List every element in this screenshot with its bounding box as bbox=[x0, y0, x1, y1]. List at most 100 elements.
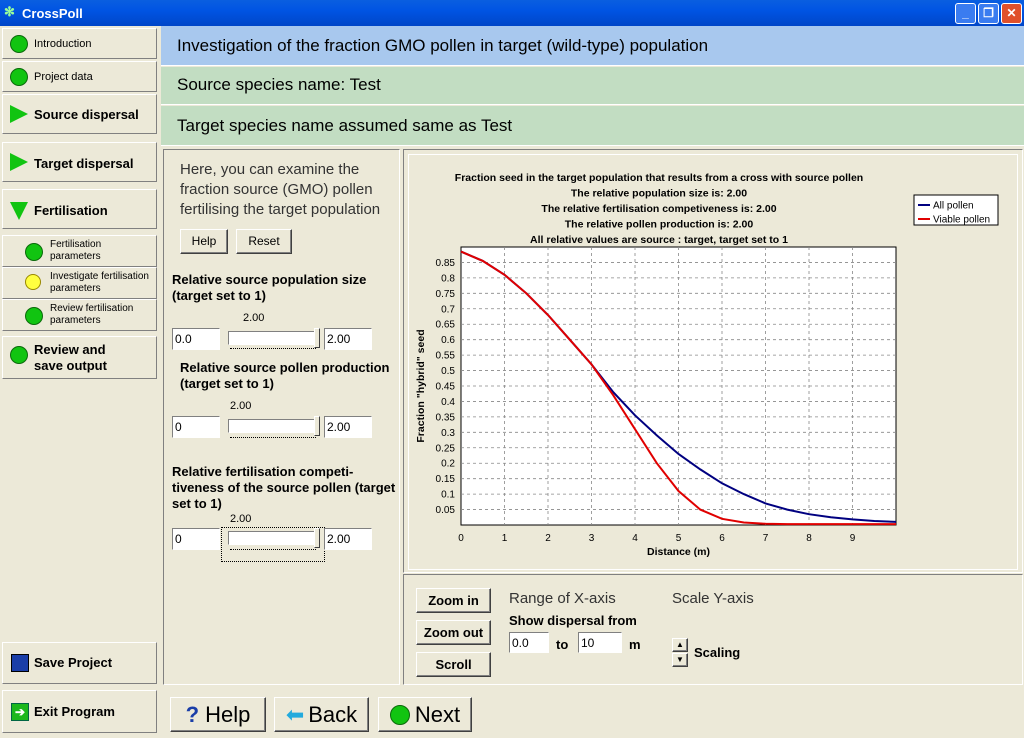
y-tick-label: 0.55 bbox=[436, 351, 456, 362]
pollen-production-label: Relative source pollen production (targe… bbox=[180, 360, 390, 391]
save-project-button[interactable]: Save Project bbox=[2, 642, 157, 684]
population-size-output[interactable]: 2.00 bbox=[324, 328, 372, 350]
reset-button[interactable]: Reset bbox=[236, 229, 292, 254]
population-size-slider[interactable] bbox=[228, 331, 320, 345]
exit-door-icon: ➔ bbox=[11, 703, 29, 721]
y-tick-label: 0.8 bbox=[441, 273, 455, 284]
zoom-out-button[interactable]: Zoom out bbox=[416, 620, 491, 645]
sidebar-item-fertilisation[interactable]: Fertilisation bbox=[2, 189, 157, 229]
x-tick-label: 3 bbox=[589, 533, 595, 544]
intro-text: Here, you can examine the fraction sourc… bbox=[180, 161, 381, 218]
sidebar: Introduction Project data Source dispers… bbox=[0, 26, 161, 738]
sidebar-item-project-data[interactable]: Project data bbox=[2, 61, 157, 92]
go-circle-icon bbox=[389, 705, 410, 725]
scale-down-button[interactable]: ▼ bbox=[672, 653, 688, 667]
scale-up-button[interactable]: ▲ bbox=[672, 638, 688, 652]
competitiveness-slider-thumb[interactable] bbox=[314, 528, 320, 548]
y-tick-label: 0.65 bbox=[436, 320, 456, 331]
show-dispersal-label: Show dispersal from bbox=[509, 613, 637, 628]
exit-program-button[interactable]: ➔ Exit Program bbox=[2, 690, 157, 733]
zoom-in-button[interactable]: Zoom in bbox=[416, 588, 491, 613]
pollen-production-output[interactable]: 2.00 bbox=[324, 416, 372, 438]
unit-label: m bbox=[629, 637, 641, 652]
magnifier-icon bbox=[25, 274, 41, 290]
y-tick-label: 0.15 bbox=[436, 474, 456, 485]
legend-label: All pollen bbox=[933, 201, 974, 212]
range-x-axis-heading: Range of X-axis bbox=[509, 590, 616, 607]
x-tick-label: 5 bbox=[676, 533, 682, 544]
chart-title-line: All relative values are source : target,… bbox=[530, 234, 788, 246]
legend-label: Viable pollen bbox=[933, 215, 990, 226]
y-tick-label: 0.4 bbox=[441, 397, 455, 408]
next-button[interactable]: Next bbox=[378, 697, 472, 732]
page-title: Investigation of the fraction GMO pollen… bbox=[161, 26, 1024, 66]
help-button[interactable]: ? Help bbox=[170, 697, 266, 732]
scale-y-axis-heading: Scale Y-axis bbox=[672, 590, 754, 607]
x-tick-label: 4 bbox=[632, 533, 638, 544]
play-arrow-icon bbox=[10, 105, 28, 123]
x-tick-label: 1 bbox=[502, 533, 508, 544]
population-size-slider-thumb[interactable] bbox=[314, 328, 320, 348]
x-tick-label: 2 bbox=[545, 533, 551, 544]
sidebar-item-source-dispersal[interactable]: Source dispersal bbox=[2, 94, 157, 134]
floppy-disk-icon bbox=[11, 654, 29, 672]
complete-status-icon bbox=[25, 243, 43, 261]
y-tick-label: 0.05 bbox=[436, 505, 456, 516]
population-size-min[interactable]: 0.0 bbox=[172, 328, 220, 350]
y-axis-label: Fraction "hybrid" seed bbox=[415, 329, 427, 442]
y-tick-label: 0.7 bbox=[441, 304, 455, 315]
complete-status-icon bbox=[10, 346, 28, 364]
sidebar-subitem-fertilisation-parameters[interactable]: Fertilisation parameters bbox=[2, 235, 157, 267]
expand-arrow-icon bbox=[10, 202, 28, 220]
x-tick-label: 0 bbox=[458, 533, 464, 544]
chart-title-line: The relative fertilisation competiveness… bbox=[541, 203, 776, 215]
y-tick-label: 0.85 bbox=[436, 258, 456, 269]
sidebar-item-target-dispersal[interactable]: Target dispersal bbox=[2, 142, 157, 182]
x-to-input[interactable]: 10 bbox=[578, 632, 622, 653]
scroll-button[interactable]: Scroll bbox=[416, 652, 491, 677]
to-label: to bbox=[556, 637, 569, 652]
x-tick-label: 7 bbox=[763, 533, 769, 544]
minimize-button[interactable]: _ bbox=[955, 3, 976, 24]
back-arrow-icon: ⬅ bbox=[285, 702, 305, 727]
close-button[interactable]: ✕ bbox=[1001, 3, 1022, 24]
competitiveness-output[interactable]: 2.00 bbox=[324, 528, 372, 550]
chart-controls bbox=[403, 574, 1023, 685]
x-tick-label: 8 bbox=[806, 533, 812, 544]
chart-title-line: Fraction seed in the target population t… bbox=[455, 172, 863, 184]
sidebar-item-review-save[interactable]: Review and save output bbox=[2, 336, 157, 379]
pollen-production-min[interactable]: 0 bbox=[172, 416, 220, 438]
population-size-slider-value: 2.00 bbox=[243, 312, 265, 324]
competitiveness-label: Relative fertilisation competi-tiveness … bbox=[172, 464, 396, 511]
chart-frame bbox=[403, 149, 1023, 573]
sidebar-subitem-investigate-fertilisation[interactable]: Investigate fertilisation parameters bbox=[2, 267, 157, 299]
x-tick-label: 6 bbox=[719, 533, 725, 544]
app-icon: ✻ bbox=[4, 4, 15, 19]
maximize-button[interactable]: ❐ bbox=[978, 3, 999, 24]
back-button[interactable]: ⬅ Back bbox=[274, 697, 369, 732]
competitiveness-slider-value: 2.00 bbox=[230, 513, 252, 525]
sidebar-subitem-review-fertilisation[interactable]: Review fertilisation parameters bbox=[2, 299, 157, 331]
y-tick-label: 0.35 bbox=[436, 412, 456, 423]
competitiveness-slider[interactable] bbox=[228, 531, 320, 545]
parameter-panel bbox=[163, 149, 400, 685]
help-small-button[interactable]: Help bbox=[180, 229, 228, 254]
x-tick-label: 9 bbox=[850, 533, 856, 544]
y-tick-label: 0.2 bbox=[441, 459, 455, 470]
competitiveness-min[interactable]: 0 bbox=[172, 528, 220, 550]
source-species-name: Source species name: Test bbox=[161, 67, 1024, 105]
series-line-viable-pollen bbox=[460, 250, 896, 526]
title-bar: ✻ CrossPoll _ ❐ ✕ bbox=[0, 0, 1024, 26]
chart-title-line: The relative pollen production is: 2.00 bbox=[565, 219, 754, 231]
y-tick-label: 0.75 bbox=[436, 289, 456, 300]
scaling-label: Scaling bbox=[694, 645, 741, 660]
x-from-input[interactable]: 0.0 bbox=[509, 632, 549, 653]
complete-status-icon bbox=[25, 307, 43, 325]
y-tick-label: 0.6 bbox=[441, 335, 455, 346]
pollen-production-slider[interactable] bbox=[228, 419, 320, 433]
pollen-production-slider-thumb[interactable] bbox=[314, 416, 320, 436]
play-arrow-icon bbox=[10, 153, 28, 171]
sidebar-item-introduction[interactable]: Introduction bbox=[2, 28, 157, 59]
complete-status-icon bbox=[10, 35, 28, 53]
y-tick-label: 0.25 bbox=[436, 443, 456, 454]
